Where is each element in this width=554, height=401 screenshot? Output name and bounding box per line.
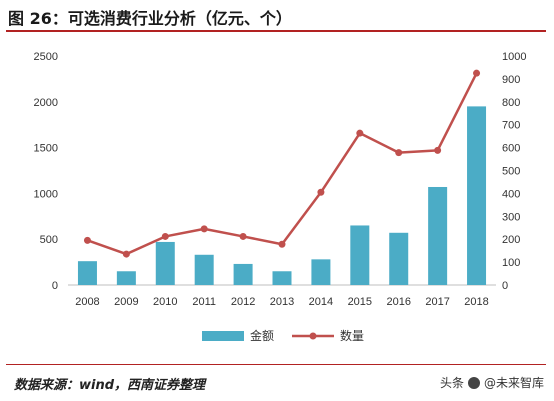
chart-legend: 金额 数量 [202, 328, 364, 343]
x-tick-label: 2017 [425, 296, 449, 308]
y-right-tick-label: 100 [502, 257, 520, 269]
y-right-tick-label: 500 [502, 166, 520, 178]
figure-title: 图 26：可选消费行业分析（亿元、个） [8, 9, 292, 28]
bar [311, 259, 331, 285]
bar [194, 254, 214, 285]
bar-series-amount [77, 106, 487, 285]
bar [350, 225, 370, 285]
line-point [122, 250, 130, 258]
source-note: 数据来源：wind，西南证券整理 [14, 378, 206, 393]
bar [116, 271, 136, 285]
legend-swatch-amount [202, 331, 244, 341]
x-tick-label: 2018 [464, 296, 488, 308]
line-point [395, 149, 403, 157]
y-right-tick-label: 700 [502, 120, 520, 132]
y-right-tick-label: 300 [502, 211, 520, 223]
y-left-tick-label: 500 [40, 234, 58, 246]
y-right-tick-label: 200 [502, 234, 520, 246]
y-right-tick-label: 600 [502, 143, 520, 155]
x-tick-label: 2013 [270, 296, 294, 308]
legend-label-amount: 金额 [250, 328, 274, 343]
y-right-tick-label: 1000 [502, 51, 526, 63]
x-tick-label: 2008 [75, 296, 99, 308]
combo-chart: 0 500 1000 1500 2000 2500 0 100 200 300 400 500 600 7… [34, 51, 527, 343]
line-point [278, 240, 286, 248]
y-right-tick-label: 900 [502, 74, 520, 86]
y-left-tick-label: 2000 [34, 97, 58, 109]
line-point [83, 236, 91, 244]
bar [77, 261, 97, 285]
x-tick-label: 2009 [114, 296, 138, 308]
watermark-handle: @未来智库 [483, 376, 544, 390]
y-left-tick-label: 0 [52, 280, 58, 292]
legend-marker-count [309, 332, 317, 340]
line-point [356, 129, 364, 137]
y-left-tick-label: 1000 [34, 188, 58, 200]
line-point [317, 188, 325, 196]
line-point [434, 146, 442, 154]
line-point [200, 225, 208, 233]
bar [389, 232, 409, 285]
x-tick-label: 2016 [386, 296, 410, 308]
watermark-prefix: 头条 [439, 376, 464, 390]
title-rule [6, 30, 546, 32]
bar [155, 241, 175, 285]
watermark: 头条 @未来智库 [440, 374, 544, 391]
legend-label-count: 数量 [340, 328, 364, 343]
x-tick-label: 2015 [348, 296, 372, 308]
x-tick-label: 2010 [153, 296, 177, 308]
x-tick-label: 2011 [192, 296, 216, 308]
line-point [239, 232, 247, 240]
x-tick-label: 2014 [309, 296, 333, 308]
chart-axes: 0 500 1000 1500 2000 2500 0 100 200 300 400 500 600 7… [34, 51, 527, 308]
y-left-tick-label: 2500 [34, 51, 58, 63]
source-rule [6, 364, 546, 365]
y-right-tick-label: 800 [502, 97, 520, 109]
bar [233, 263, 253, 285]
bar [467, 106, 487, 285]
line-point [473, 69, 481, 77]
line-point [161, 232, 169, 240]
watermark-logo-icon [467, 376, 480, 389]
y-left-tick-label: 1500 [34, 143, 58, 155]
series-line [87, 72, 478, 256]
bar [428, 186, 448, 285]
y-right-tick-label: 400 [502, 188, 520, 200]
bar [272, 271, 292, 285]
line-series-count [83, 69, 481, 258]
y-right-tick-label: 0 [502, 280, 508, 292]
x-tick-label: 2012 [231, 296, 255, 308]
